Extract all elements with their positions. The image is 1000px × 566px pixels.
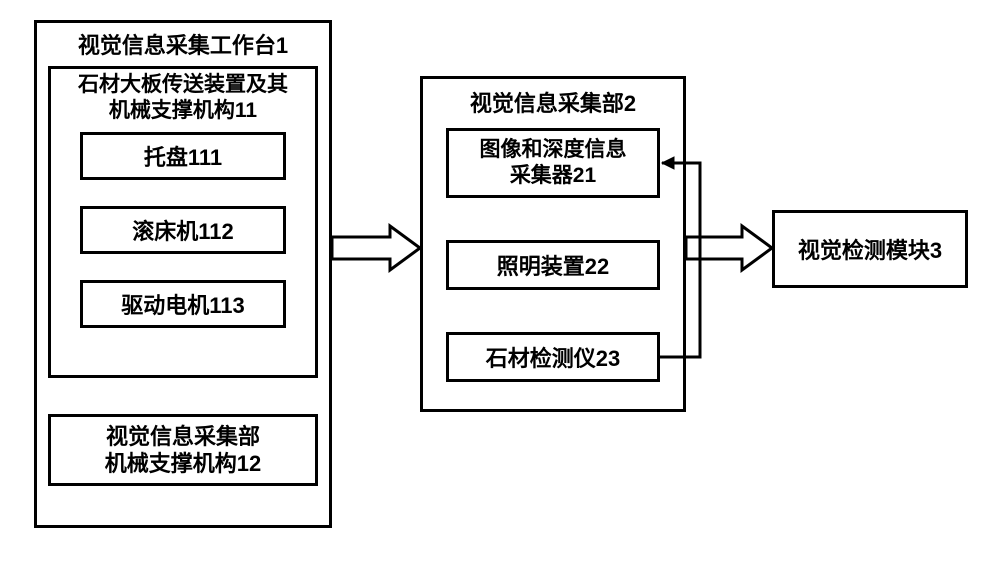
label-12-line1: 视觉信息采集部 bbox=[106, 423, 260, 451]
label-113: 驱动电机113 bbox=[121, 288, 245, 320]
label-12-line2: 机械支撑机构12 bbox=[105, 450, 261, 478]
title-collector-2: 视觉信息采集部2 bbox=[448, 86, 658, 118]
label-21-line2: 采集器21 bbox=[510, 163, 596, 189]
title-group-11: 石材大板传送装置及其 机械支撑机构11 bbox=[54, 72, 312, 125]
title-group-11-line1: 石材大板传送装置及其 bbox=[78, 73, 288, 96]
box-21-image-depth: 图像和深度信息 采集器21 bbox=[446, 128, 660, 198]
box-22-lighting: 照明装置22 bbox=[446, 240, 660, 290]
title-workbench-1: 视觉信息采集工作台1 bbox=[44, 28, 322, 60]
arrow-1 bbox=[332, 226, 420, 270]
box-113-motor: 驱动电机113 bbox=[80, 280, 286, 328]
label-21-line1: 图像和深度信息 bbox=[480, 137, 627, 163]
label-3: 视觉检测模块3 bbox=[798, 233, 942, 265]
box-12-support: 视觉信息采集部 机械支撑机构12 bbox=[48, 414, 318, 486]
box-23-detector: 石材检测仪23 bbox=[446, 332, 660, 382]
label-111: 托盘111 bbox=[144, 140, 222, 172]
box-112-roller: 滚床机112 bbox=[80, 206, 286, 254]
box-111-tray: 托盘111 bbox=[80, 132, 286, 180]
title-group-11-line2: 机械支撑机构11 bbox=[109, 99, 257, 122]
label-22: 照明装置22 bbox=[497, 249, 609, 281]
label-23: 石材检测仪23 bbox=[486, 341, 620, 373]
box-3-module: 视觉检测模块3 bbox=[772, 210, 968, 288]
label-112: 滚床机112 bbox=[132, 214, 234, 246]
arrow-2 bbox=[686, 226, 772, 270]
